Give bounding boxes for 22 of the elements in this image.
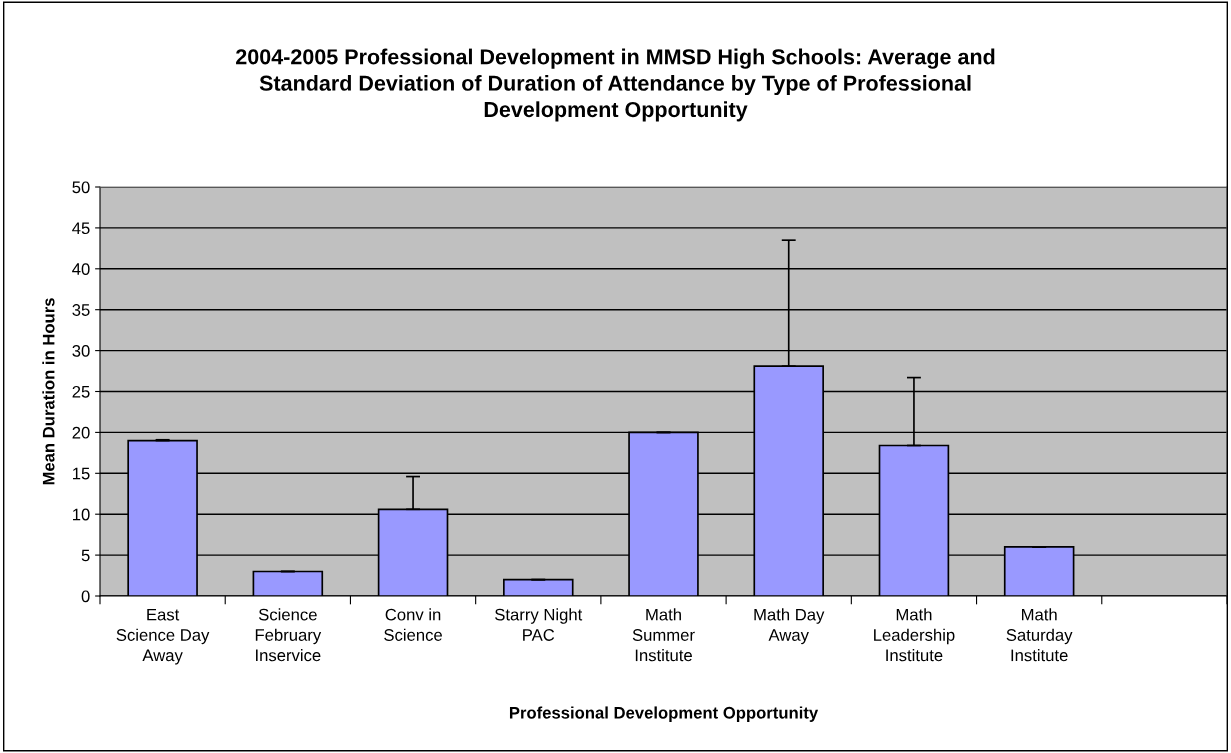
- y-tick-label: 35: [72, 304, 90, 316]
- y-tick-label: 50: [72, 181, 90, 194]
- x-tick-label: Math Leadership Institute: [874, 608, 955, 662]
- y-tick-label: 0: [81, 590, 90, 603]
- y-tick-label: 45: [72, 222, 90, 235]
- x-axis-title: Professional Development Opportunity: [509, 706, 819, 722]
- y-axis-title: Mean Duration in Hours: [42, 298, 55, 485]
- y-tick-label: 40: [72, 263, 90, 275]
- chart-title: 2004-2005 Professional Development in MMSD High Schools: Average and Standard Deviation of Duration of Attendance by Type of Professional Development Opportunity: [236, 48, 995, 122]
- x-tick-label: Science February Inservice: [255, 608, 322, 662]
- y-tick-label: 10: [73, 508, 90, 521]
- y-tick-label: 20: [72, 426, 90, 439]
- x-tick-label: Math Day Away: [754, 608, 825, 645]
- y-tick-label: 30: [72, 345, 90, 357]
- y-tick-label: 15: [73, 467, 90, 480]
- x-tick-label: Math Saturday Institute: [1006, 608, 1073, 662]
- y-tick-label: 25: [72, 385, 90, 398]
- x-tick-label: Math Summer Institute: [632, 608, 695, 662]
- x-tick-label: Starry Night PAC: [495, 608, 583, 641]
- y-tick-label: 5: [81, 549, 90, 562]
- x-tick-label: Conv in Science: [384, 608, 442, 641]
- x-tick-label: East Science Day Away: [116, 608, 210, 665]
